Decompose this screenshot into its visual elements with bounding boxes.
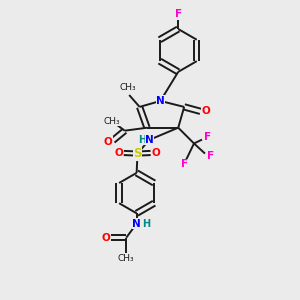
Text: F: F <box>175 9 182 19</box>
Text: O: O <box>114 148 123 158</box>
Text: F: F <box>207 151 214 161</box>
Text: CH₃: CH₃ <box>119 83 136 92</box>
Text: H: H <box>142 219 151 229</box>
Text: O: O <box>101 233 110 243</box>
Text: F: F <box>204 132 211 142</box>
Text: F: F <box>181 159 188 169</box>
Text: N: N <box>156 96 165 106</box>
Text: O: O <box>201 106 210 116</box>
Text: S: S <box>133 147 142 160</box>
Text: CH₃: CH₃ <box>118 254 134 263</box>
Text: O: O <box>152 148 160 158</box>
Text: CH₃: CH₃ <box>103 117 120 126</box>
Text: H: H <box>138 135 146 145</box>
Text: O: O <box>104 137 112 147</box>
Text: N: N <box>132 219 141 229</box>
Text: N: N <box>145 135 154 145</box>
